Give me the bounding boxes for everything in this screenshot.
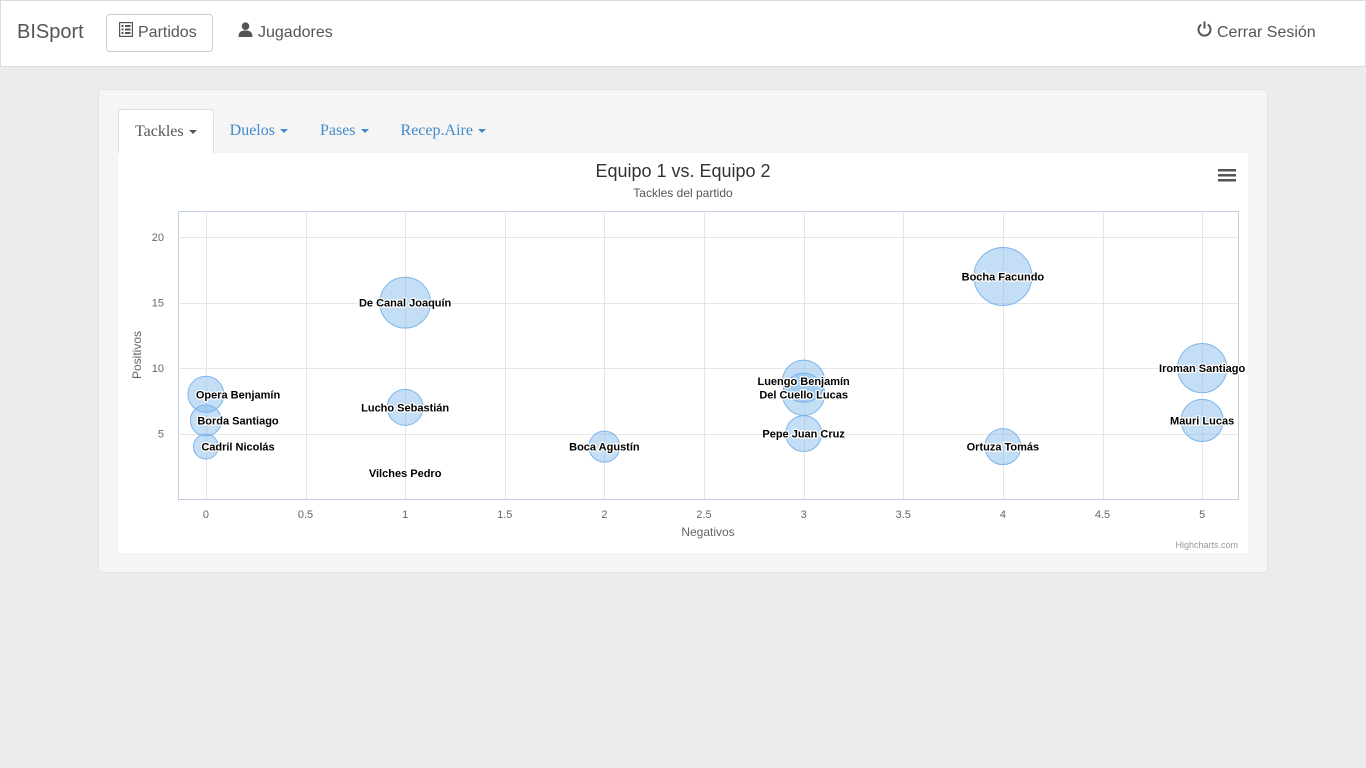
chart-title: Equipo 1 vs. Equipo 2 [595, 161, 770, 181]
x-axis-title: Negativos [681, 525, 734, 539]
x-tick-label: 1 [402, 509, 408, 521]
bubble-data-label: Bocha Facundo [962, 271, 1045, 283]
grid-lines [178, 211, 1238, 499]
caret-down-icon [477, 129, 486, 134]
caret-down-icon [188, 130, 197, 135]
navbar: BISport Partidos Jugadores [0, 0, 1366, 67]
bubble-data-label: Del Cuello Lucas [759, 389, 848, 401]
bubble-data-label: Vilches Pedro [369, 468, 442, 480]
y-tick-label: 20 [152, 232, 164, 244]
power-icon [1197, 14, 1212, 52]
y-tick-label: 10 [152, 363, 164, 375]
y-axis-ticks: 5 10 15 20 [152, 232, 164, 440]
bubble-data-label: Cadril Nicolás [201, 442, 274, 454]
bubble-point[interactable] [192, 433, 219, 460]
bubble-data-label: Mauri Lucas [1170, 415, 1234, 427]
tab-tackles[interactable]: Tackles [118, 109, 214, 153]
bubble-data-label: Luengo Benjamín [757, 376, 850, 388]
tab-recep-aire-label: Recep.Aire [400, 122, 473, 139]
bubble-data-label: Ortuza Tomás [967, 442, 1040, 454]
tab-tackles-label: Tackles [135, 123, 184, 140]
menu-icon[interactable] [1215, 167, 1239, 189]
tab-duelos-label: Duelos [229, 122, 275, 139]
y-tick-label: 15 [152, 298, 164, 310]
bubble-chart: Equipo 1 vs. Equipo 2 Tackles del partid… [130, 161, 1247, 550]
bubble-point[interactable] [1177, 343, 1228, 394]
chart-panel: Tackles Duelos Pases Recep.Aire Equipo 1… [98, 89, 1268, 573]
tab-bar: Tackles Duelos Pases Recep.Aire [118, 109, 502, 153]
bubble-data-label: Opera Benjamín [196, 389, 281, 401]
x-tick-label: 4 [1000, 509, 1006, 521]
bubble-point[interactable] [782, 359, 826, 403]
bubble-data-label: Boca Agustín [569, 442, 640, 454]
caret-down-icon [360, 129, 369, 134]
bubble-point[interactable] [973, 246, 1033, 306]
bubble-data-label: Pepe Juan Cruz [762, 429, 845, 441]
nav-jugadores-label: Jugadores [258, 24, 333, 41]
list-alt-icon [118, 14, 134, 52]
tab-pases[interactable]: Pases [304, 109, 385, 152]
bubble-data-label: De Canal Joaquín [359, 298, 452, 310]
bubble-point[interactable] [1180, 398, 1224, 443]
logout-label: Cerrar Sesión [1217, 24, 1316, 41]
nav-partidos[interactable]: Partidos [106, 14, 213, 52]
bubble-point[interactable] [984, 428, 1022, 466]
bubble-point[interactable] [386, 388, 424, 426]
x-tick-label: 2 [601, 509, 607, 521]
bubble-point[interactable] [588, 430, 621, 463]
bubble-series [187, 246, 1228, 476]
x-tick-label: 5 [1199, 509, 1205, 521]
x-tick-label: 3.5 [896, 509, 911, 521]
bubble-point[interactable] [379, 276, 432, 329]
bubble-data-label: Iroman Santiago [1159, 363, 1245, 375]
plot-border [178, 211, 1239, 500]
x-axis-ticks: 0 0.5 1 1.5 2 2.5 3 3.5 4 4.5 5 [203, 509, 1205, 521]
bubble-point[interactable] [402, 470, 408, 476]
bubble-point[interactable] [189, 404, 222, 437]
x-tick-label: 4.5 [1095, 509, 1110, 521]
credits-link[interactable]: Highcharts.com [1175, 540, 1238, 550]
nav-partidos-label: Partidos [138, 24, 197, 41]
chart-container: Equipo 1 vs. Equipo 2 Tackles del partid… [118, 153, 1248, 553]
user-icon [238, 14, 253, 52]
bubble-labels: Bocha Facundo De Canal Joaquín Iroman Sant… [195, 270, 1247, 481]
logout-button[interactable]: Cerrar Sesión [1185, 14, 1328, 52]
x-tick-label: 1.5 [497, 509, 512, 521]
bubble-point[interactable] [187, 375, 225, 413]
nav-jugadores[interactable]: Jugadores [226, 14, 345, 52]
x-tick-label: 2.5 [696, 509, 711, 521]
x-tick-label: 0 [203, 509, 209, 521]
bubble-data-label: Lucho Sebastián [361, 402, 449, 414]
bubble-data-label: Borda Santiago [197, 415, 279, 427]
tab-pases-label: Pases [319, 122, 356, 139]
bubble-point[interactable] [785, 415, 823, 453]
y-axis-title: Positivos [130, 331, 144, 379]
caret-down-icon [279, 129, 288, 134]
x-tick-label: 0.5 [298, 509, 313, 521]
chart-subtitle: Tackles del partido [633, 186, 733, 200]
tab-recep-aire[interactable]: Recep.Aire [385, 109, 502, 152]
y-tick-label: 5 [158, 429, 164, 441]
brand-logo[interactable]: BISport [17, 21, 84, 43]
tab-duelos[interactable]: Duelos [214, 109, 304, 152]
x-tick-label: 3 [801, 509, 807, 521]
